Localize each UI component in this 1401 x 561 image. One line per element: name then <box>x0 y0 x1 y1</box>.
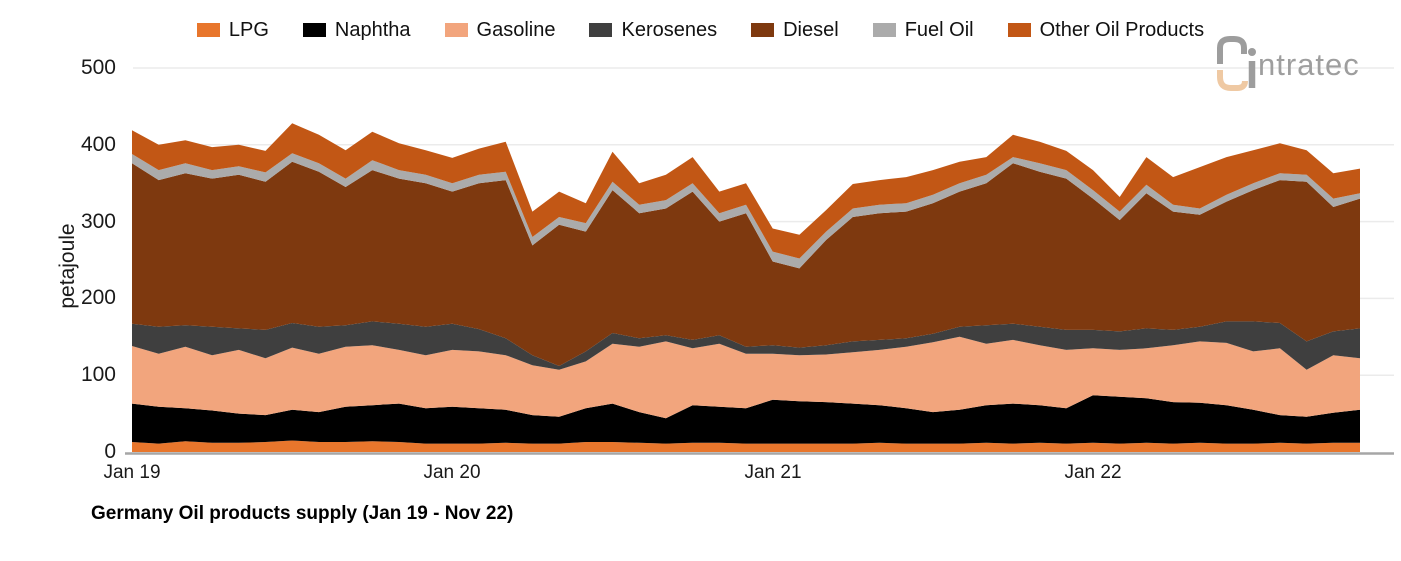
legend-item-other-oil-products: Other Oil Products <box>1007 16 1205 44</box>
legend-label: Other Oil Products <box>1039 19 1205 41</box>
chart-legend: LPG Naphtha Gasoline Kerosenes Diesel Fu… <box>0 16 1401 44</box>
legend-swatch-naphtha <box>302 23 326 37</box>
intratec-logo: ntratec <box>1214 34 1384 94</box>
legend-swatch-diesel <box>751 23 775 37</box>
legend-swatch-fuel-oil <box>872 23 896 37</box>
legend-label: Naphtha <box>334 19 411 41</box>
y-axis-tick-200: 200 <box>80 286 116 309</box>
legend-item-fuel-oil: Fuel Oil <box>872 16 974 44</box>
legend-item-diesel: Diesel <box>751 16 839 44</box>
legend-swatch-other-oil-products <box>1007 23 1031 37</box>
y-axis-label: petajoule <box>56 223 79 309</box>
legend-swatch-lpg <box>196 23 220 37</box>
x-axis-tick-jan21: Jan 21 <box>744 462 802 483</box>
legend-item-naphtha: Naphtha <box>302 16 411 44</box>
legend-label: Gasoline <box>476 19 556 41</box>
y-axis-tick-500: 500 <box>80 56 116 79</box>
intratec-logo-icon <box>1217 36 1256 91</box>
x-axis-tick-jan19: Jan 19 <box>103 462 161 483</box>
legend-swatch-kerosenes <box>589 23 613 37</box>
legend-item-kerosenes: Kerosenes <box>589 16 717 44</box>
legend-swatch-gasoline <box>444 23 468 37</box>
logo-text: ntratec <box>1258 47 1360 82</box>
legend-label: LPG <box>228 19 269 41</box>
y-axis-tick-300: 300 <box>80 210 116 233</box>
legend-label: Diesel <box>783 19 839 41</box>
x-axis-tick-jan20: Jan 20 <box>423 462 481 483</box>
legend-label: Fuel Oil <box>904 19 974 41</box>
y-axis-tick-0: 0 <box>104 440 116 463</box>
legend-item-lpg: LPG <box>196 16 269 44</box>
y-axis-tick-400: 400 <box>80 133 116 156</box>
x-axis-tick-jan22: Jan 22 <box>1064 462 1122 483</box>
y-axis-tick-100: 100 <box>80 363 116 386</box>
legend-item-gasoline: Gasoline <box>444 16 556 44</box>
legend-label: Kerosenes <box>621 19 718 41</box>
chart-title: Germany Oil products supply (Jan 19 - No… <box>91 503 514 524</box>
